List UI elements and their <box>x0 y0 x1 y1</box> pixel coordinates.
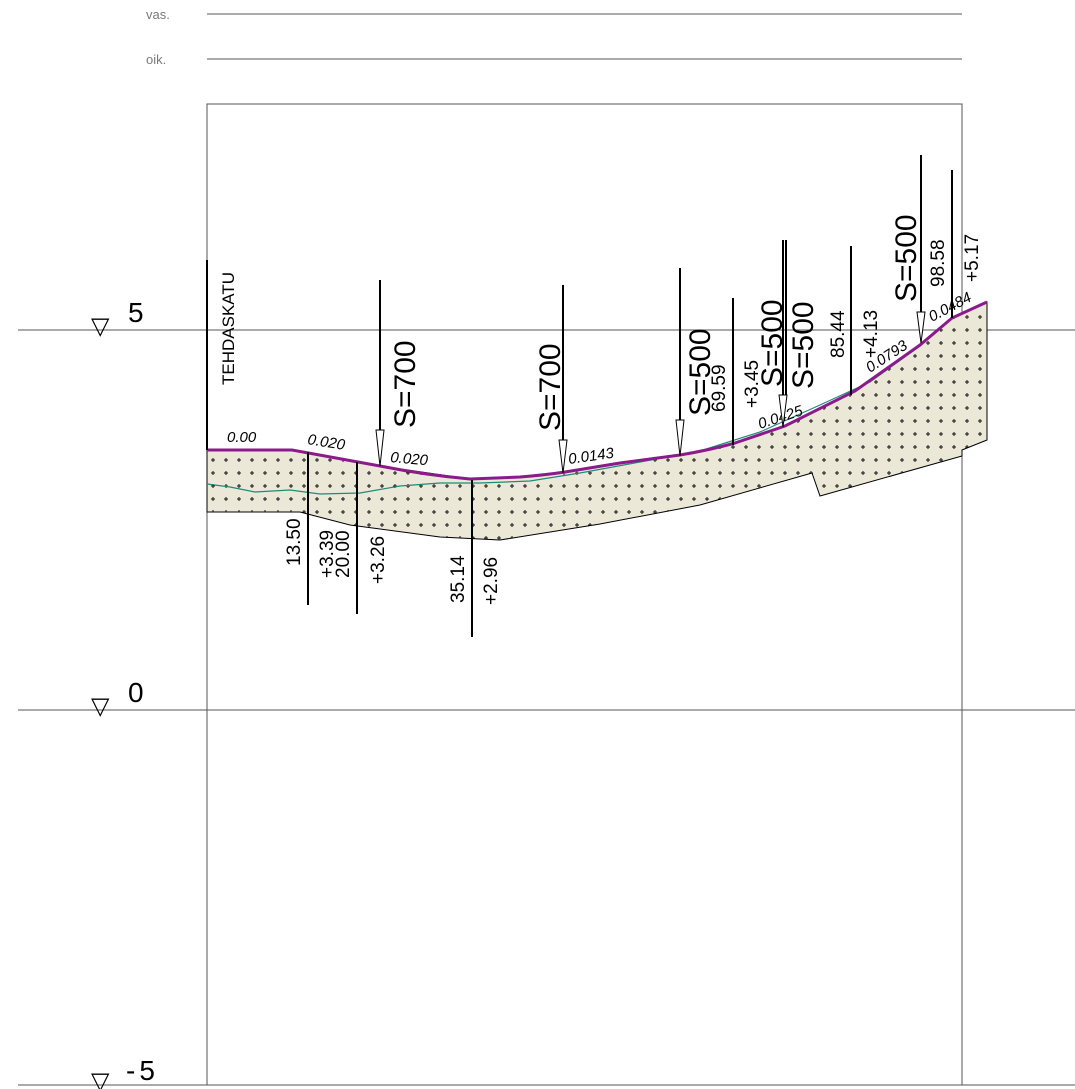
curve-arrow-icon <box>917 312 925 343</box>
station-label: 13.50 <box>284 518 305 566</box>
legend-left-label: vas. <box>146 7 170 22</box>
slope-label: 0.020 <box>306 431 346 454</box>
curve-label: S=500 <box>890 214 923 302</box>
legend-right-label: oik. <box>146 52 166 67</box>
station-label: 98.58 <box>928 239 949 287</box>
curve-arrow-icon <box>559 440 567 473</box>
curve-arrow-icon <box>676 420 684 456</box>
station-label: 85.44 <box>828 310 849 358</box>
road-name-label: TEHDASKATU <box>219 272 238 385</box>
curve-label: S=500 <box>756 299 789 387</box>
curve-label: S=700 <box>534 343 567 431</box>
elevation-label-0: 0 <box>128 677 144 708</box>
curve-label: S=500 <box>684 328 717 416</box>
station-height-label: +3.26 <box>368 536 389 584</box>
elevation-label-5: 5 <box>128 297 144 328</box>
curve-arrow-icon <box>376 430 384 466</box>
slope-label: 0.00 <box>227 429 257 446</box>
station-label: 35.14 <box>448 555 469 603</box>
elevation-label-minus5: -5 <box>126 1055 159 1086</box>
station-label: 20.00 <box>333 530 354 578</box>
station-height-label: +2.96 <box>481 557 502 605</box>
station-height-label: +5.17 <box>962 234 983 282</box>
curve-label: S=700 <box>389 340 422 428</box>
curve-label: S=500 <box>787 301 820 389</box>
triangle-down-icon: ▽ <box>91 313 110 340</box>
triangle-down-icon: ▽ <box>91 1068 110 1089</box>
triangle-down-icon: ▽ <box>91 693 110 720</box>
profile-frame <box>207 104 962 1085</box>
slope-label: 0.020 <box>390 449 430 469</box>
